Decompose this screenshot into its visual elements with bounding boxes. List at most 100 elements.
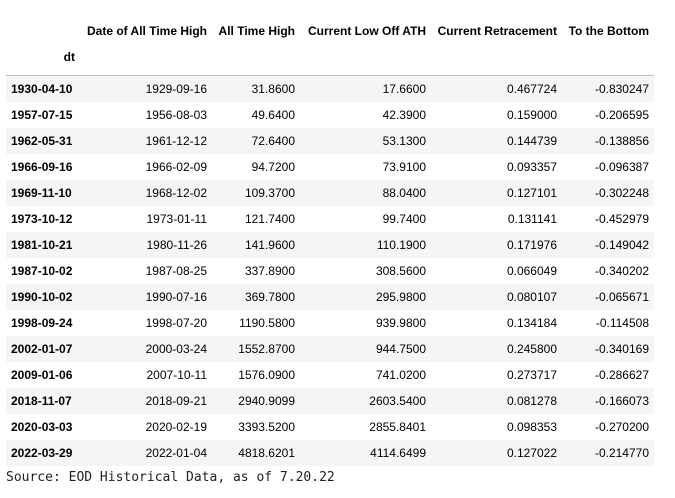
current-retracement-cell: 0.159000: [506, 107, 557, 122]
to-the-bottom-cell: -0.138856: [594, 133, 649, 148]
dataframe-table-container: Date of All Time High All Time High Curr…: [6, 9, 654, 466]
current-retracement-cell: 0.273717: [506, 367, 557, 382]
dataframe-table: Date of All Time High All Time High Curr…: [6, 9, 654, 466]
current-retracement-cell: 0.144739: [506, 133, 557, 148]
current-low-cell: 99.7400: [382, 211, 426, 226]
column-header-date-of-ath: Date of All Time High: [86, 23, 207, 38]
table-row: 1973-10-12 1973-01-11 121.7400 99.7400 0.131…: [6, 206, 654, 232]
date-of-ath-cell: 1998-07-20: [145, 315, 207, 330]
current-retracement-cell: 0.093357: [506, 159, 557, 174]
table-row: 1998-09-24 1998-07-20 1190.5800 939.9800 0.1…: [6, 310, 654, 336]
to-the-bottom-cell: -0.452979: [594, 211, 649, 226]
row-index-date: 1987-10-02: [11, 263, 73, 278]
row-index-date: 1973-10-12: [11, 211, 73, 226]
table-row: 1969-11-10 1968-12-02 109.3700 88.0400 0.127…: [6, 179, 654, 206]
row-index-date: 1966-09-16: [11, 159, 73, 174]
date-of-ath-cell: 2022-01-04: [145, 445, 207, 460]
to-the-bottom-cell: -0.270200: [594, 419, 649, 434]
row-index-date: 1957-07-15: [11, 107, 73, 122]
all-time-high-cell: 31.8600: [251, 81, 295, 96]
current-retracement-cell: 0.127101: [506, 185, 557, 200]
current-low-cell: 4114.6499: [370, 445, 426, 460]
column-header-current-low: Current Low Off ATH: [308, 23, 426, 38]
all-time-high-cell: 141.9600: [244, 237, 295, 252]
row-index-date: 1962-05-31: [11, 133, 73, 148]
table-row: 1962-05-31 1961-12-12 72.6400 53.1300 0.1447…: [6, 127, 654, 154]
current-low-cell: 2855.8401: [369, 419, 426, 434]
row-index-date: 2018-11-07: [11, 393, 72, 408]
table-row: 1987-10-02 1987-08-25 337.8900 308.5600 0.06…: [6, 258, 654, 284]
current-retracement-cell: 0.171976: [506, 237, 557, 252]
table-row: 2002-01-07 2000-03-24 1552.8700 944.7500 0.2…: [6, 335, 654, 362]
table-row: 1990-10-02 1990-07-16 369.7800 295.9800 0.08…: [6, 283, 654, 310]
table-row: 2009-01-06 2007-10-11 1576.0900 741.0200 0.2…: [6, 362, 654, 388]
all-time-high-cell: 1576.0900: [238, 367, 295, 382]
to-the-bottom-cell: -0.065671: [594, 289, 649, 304]
current-low-cell: 2603.5400: [369, 393, 426, 408]
table-row: 1957-07-15 1956-08-03 49.6400 42.3900 0.1590…: [6, 102, 654, 128]
date-of-ath-cell: 1987-08-25: [145, 263, 207, 278]
all-time-high-cell: 1552.8700: [238, 341, 295, 356]
current-retracement-cell: 0.131141: [507, 211, 557, 226]
row-index-date: 1981-10-21: [11, 237, 73, 252]
column-header-to-the-bottom: To the Bottom: [568, 23, 649, 38]
to-the-bottom-cell: -0.206595: [594, 107, 649, 122]
date-of-ath-cell: 1968-12-02: [145, 185, 207, 200]
current-low-cell: 53.1300: [382, 133, 426, 148]
to-the-bottom-cell: -0.114508: [595, 315, 649, 330]
to-the-bottom-cell: -0.340169: [594, 341, 649, 356]
row-index-date: 2009-01-06: [11, 367, 73, 382]
date-of-ath-cell: 1929-09-16: [145, 81, 207, 96]
to-the-bottom-cell: -0.286627: [594, 367, 649, 382]
current-low-cell: 17.6600: [382, 81, 426, 96]
table-body: 1930-04-10 1929-09-16 31.8600 17.6600 0.4677…: [6, 75, 654, 466]
blank-corner-cell: [6, 9, 80, 49]
blank-header-cell: [80, 49, 212, 76]
date-of-ath-cell: 1980-11-26: [146, 237, 208, 252]
current-low-cell: 73.9100: [382, 159, 426, 174]
table-row: 1966-09-16 1966-02-09 94.7200 73.9100 0.0933…: [6, 154, 654, 180]
date-of-ath-cell: 1966-02-09: [145, 159, 207, 174]
to-the-bottom-cell: -0.166073: [594, 393, 649, 408]
row-index-date: 2020-03-03: [11, 419, 73, 434]
column-header-current-retracement: Current Retracement: [437, 23, 557, 38]
date-of-ath-cell: 2020-02-19: [145, 419, 207, 434]
current-low-cell: 308.5600: [375, 263, 426, 278]
to-the-bottom-cell: -0.340202: [594, 263, 649, 278]
current-low-cell: 944.7500: [375, 341, 426, 356]
all-time-high-cell: 121.7400: [244, 211, 295, 226]
all-time-high-cell: 109.3700: [244, 185, 295, 200]
current-low-cell: 295.9800: [375, 289, 426, 304]
current-retracement-cell: 0.098353: [506, 419, 557, 434]
all-time-high-cell: 94.7200: [251, 159, 295, 174]
all-time-high-cell: 3393.5200: [238, 419, 295, 434]
to-the-bottom-cell: -0.302248: [594, 185, 649, 200]
current-retracement-cell: 0.080107: [506, 289, 557, 304]
current-retracement-cell: 0.127022: [506, 445, 557, 460]
blank-header-cell: [212, 49, 300, 76]
table-header: Date of All Time High All Time High Curr…: [6, 9, 654, 76]
date-of-ath-cell: 1961-12-12: [145, 133, 207, 148]
table-row: 2018-11-07 2018-09-21 2940.9099 2603.5400 0.…: [6, 387, 654, 414]
current-retracement-cell: 0.134184: [506, 315, 557, 330]
to-the-bottom-cell: -0.214770: [594, 445, 649, 460]
date-of-ath-cell: 2007-10-11: [146, 367, 208, 382]
date-of-ath-cell: 2018-09-21: [145, 393, 207, 408]
current-low-cell: 939.9800: [375, 315, 426, 330]
date-of-ath-cell: 1973-01-11: [146, 211, 208, 226]
all-time-high-cell: 2940.9099: [238, 393, 295, 408]
date-of-ath-cell: 2000-03-24: [145, 341, 207, 356]
row-index-date: 2002-01-07: [11, 341, 73, 356]
row-index-date: 1998-09-24: [11, 315, 73, 330]
to-the-bottom-cell: -0.830247: [594, 81, 649, 96]
current-low-cell: 88.0400: [382, 185, 426, 200]
all-time-high-cell: 369.7800: [244, 289, 295, 304]
all-time-high-cell: 49.6400: [251, 107, 295, 122]
current-low-cell: 110.1900: [376, 237, 426, 252]
current-retracement-cell: 0.467724: [506, 81, 557, 96]
to-the-bottom-cell: -0.096387: [594, 159, 649, 174]
source-note: Source: EOD Historical Data, as of 7.20.…: [6, 470, 335, 485]
blank-header-cell: [562, 49, 654, 76]
date-of-ath-cell: 1956-08-03: [145, 107, 207, 122]
current-retracement-cell: 0.066049: [506, 263, 557, 278]
